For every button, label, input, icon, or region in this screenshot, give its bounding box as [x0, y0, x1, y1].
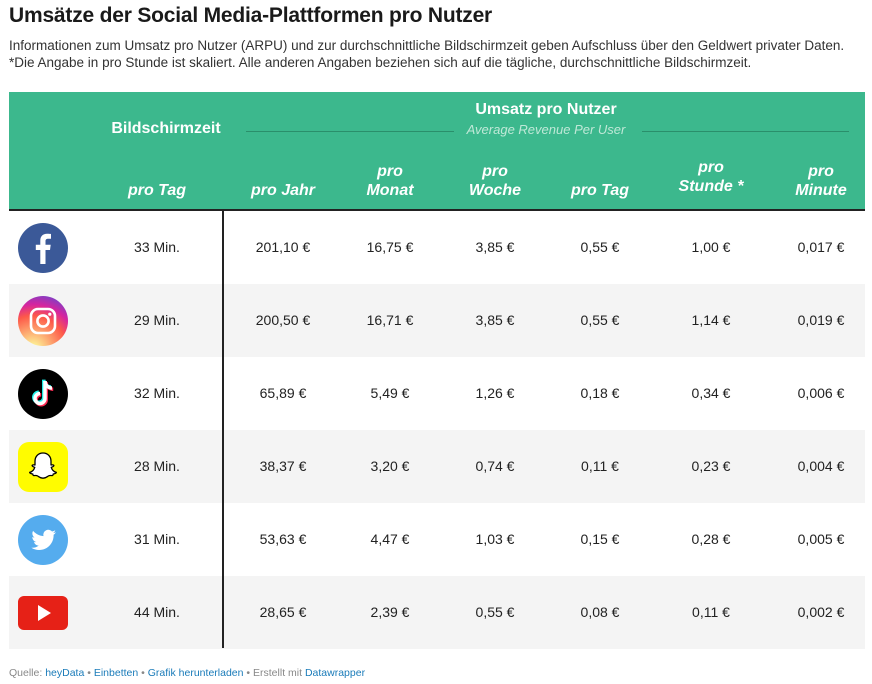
- group-header-revenue: Umsatz pro Nutzer: [475, 101, 617, 118]
- youtube-icon: [18, 588, 68, 638]
- column-divider: [222, 209, 224, 648]
- table-cell: 0,15 €: [580, 531, 620, 547]
- table-cell: 0,55 €: [580, 239, 620, 255]
- header-divider-left: [246, 131, 454, 132]
- table-cell: 0,019 €: [797, 312, 845, 328]
- table-cell: 2,39 €: [370, 604, 410, 620]
- tiktok-icon: [18, 369, 68, 419]
- table-cell: 65,89 €: [259, 385, 307, 401]
- table-cell: 3,20 €: [370, 458, 410, 474]
- table-cell: 28,65 €: [259, 604, 307, 620]
- group-header-screentime: Bildschirmzeit: [111, 120, 221, 137]
- column-header: pro Stunde *: [678, 159, 744, 195]
- column-header: pro Woche: [468, 163, 522, 199]
- table-cell: 53,63 €: [259, 531, 307, 547]
- table-row: 44 Min. 28,65 € 2,39 € 0,55 € 0,08 € 0,11 € 0,…: [9, 576, 865, 649]
- table-row: 28 Min. 38,37 € 3,20 € 0,74 € 0,11 € 0,23 € 0,…: [9, 430, 865, 503]
- table-cell: 0,017 €: [797, 239, 845, 255]
- table-cell: 0,005 €: [797, 531, 845, 547]
- table-cell: 4,47 €: [370, 531, 410, 547]
- table-cell: 0,004 €: [797, 458, 845, 474]
- table-cell: 0,11 €: [692, 604, 730, 620]
- column-header: pro Tag: [570, 182, 630, 199]
- table-cell: 32 Min.: [134, 385, 180, 401]
- datawrapper-link[interactable]: Datawrapper: [304, 667, 366, 679]
- column-header: pro Jahr: [250, 182, 315, 199]
- table-cell: 0,002 €: [797, 604, 845, 620]
- footer: Quelle: heyData • Einbetten • Grafik her…: [9, 667, 365, 679]
- table-cell: 1,26 €: [475, 385, 515, 401]
- table-cell: 0,74 €: [475, 458, 515, 474]
- table-header: Bildschirmzeit Umsatz pro Nutzer Average…: [9, 92, 865, 209]
- table-row: 33 Min. 201,10 € 16,75 € 3,85 € 0,55 € 1,00 €…: [9, 211, 865, 284]
- separator: •: [246, 667, 251, 679]
- table-cell: 1,03 €: [475, 531, 515, 547]
- table-cell: 33 Min.: [134, 239, 180, 255]
- table-cell: 0,55 €: [580, 312, 620, 328]
- table-body: 33 Min. 201,10 € 16,75 € 3,85 € 0,55 € 1,00 €…: [9, 211, 865, 649]
- snapchat-icon: [18, 442, 68, 492]
- table-cell: 38,37 €: [259, 458, 307, 474]
- column-header: pro Monat: [366, 163, 414, 199]
- source-label: Quelle:: [9, 667, 43, 679]
- table-cell: 0,006 €: [797, 385, 845, 401]
- table-cell: 29 Min.: [134, 312, 180, 328]
- table-cell: 0,34 €: [691, 385, 731, 401]
- table-cell: 31 Min.: [134, 531, 180, 547]
- chart-description: Informationen zum Umsatz pro Nutzer (ARP…: [9, 38, 845, 70]
- separator: •: [87, 667, 91, 679]
- table-cell: 0,11 €: [581, 458, 619, 474]
- embed-link[interactable]: Einbetten: [93, 667, 139, 679]
- table-row: 29 Min. 200,50 € 16,71 € 3,85 € 0,55 € 1,14 €…: [9, 284, 865, 357]
- table-cell: 28 Min.: [134, 458, 180, 474]
- table-cell: 3,85 €: [475, 239, 515, 255]
- instagram-icon: [18, 296, 68, 346]
- table-cell: 201,10 €: [255, 239, 311, 255]
- table-cell: 1,00 €: [691, 239, 731, 255]
- table-cell: 0,18 €: [580, 385, 620, 401]
- table-cell: 0,23 €: [691, 458, 731, 474]
- table-cell: 0,55 €: [475, 604, 515, 620]
- created-with-label: Erstellt mit: [253, 667, 303, 679]
- table-cell: 200,50 €: [255, 312, 311, 328]
- twitter-icon: [18, 515, 68, 565]
- table-row: 32 Min. 65,89 € 5,49 € 1,26 € 0,18 € 0,34 € 0,…: [9, 357, 865, 430]
- column-header: pro Tag: [127, 182, 187, 199]
- table-cell: 16,71 €: [366, 312, 414, 328]
- table-cell: 1,14 €: [691, 312, 731, 328]
- download-link[interactable]: Grafik herunterladen: [147, 667, 244, 679]
- table-cell: 0,08 €: [580, 604, 620, 620]
- page-title: Umsätze der Social Media-Plattformen pro…: [9, 4, 493, 27]
- table-cell: 3,85 €: [475, 312, 515, 328]
- table-row: 31 Min. 53,63 € 4,47 € 1,03 € 0,15 € 0,28 € 0,…: [9, 503, 865, 576]
- table-cell: 0,28 €: [691, 531, 731, 547]
- facebook-icon: [18, 223, 68, 273]
- source-link[interactable]: heyData: [45, 667, 85, 679]
- table-cell: 16,75 €: [366, 239, 414, 255]
- separator: •: [141, 667, 145, 679]
- table-cell: 44 Min.: [134, 604, 180, 620]
- header-divider-right: [642, 131, 849, 132]
- column-header: pro Minute: [795, 163, 847, 199]
- group-header-revenue-subtitle: Average Revenue Per User: [466, 122, 626, 137]
- header-rule: [9, 209, 865, 211]
- data-table: Bildschirmzeit Umsatz pro Nutzer Average…: [9, 92, 865, 649]
- table-cell: 5,49 €: [370, 385, 410, 401]
